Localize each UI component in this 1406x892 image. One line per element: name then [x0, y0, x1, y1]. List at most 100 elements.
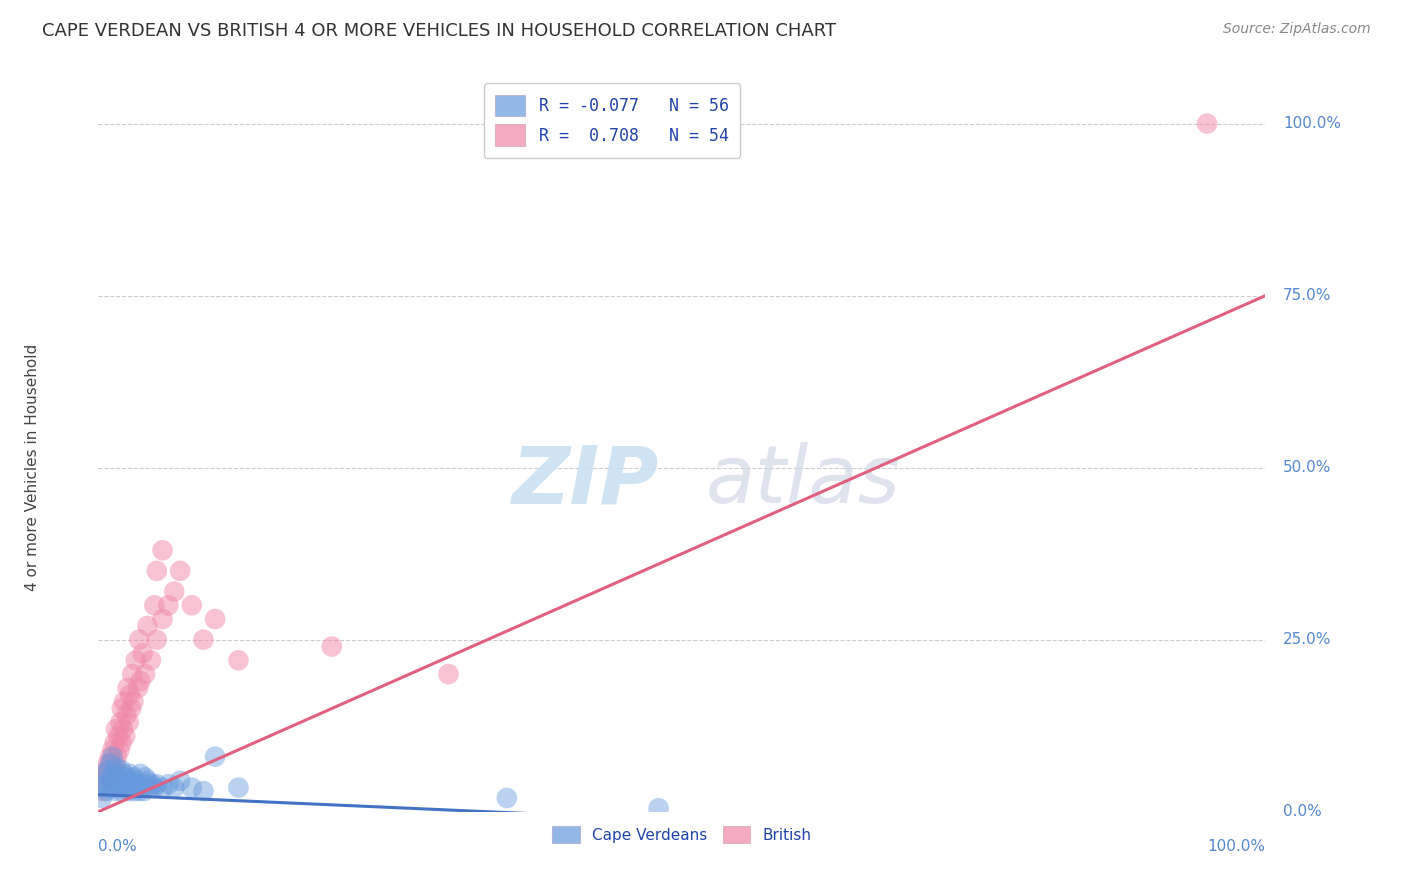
Point [131, 780, 153, 795]
Point [121, 667, 143, 681]
Point [120, 777, 142, 791]
Point [120, 701, 142, 715]
Point [129, 673, 152, 688]
Text: atlas: atlas [706, 442, 900, 520]
Point [125, 653, 148, 667]
Point [90, 791, 112, 805]
Point [105, 773, 128, 788]
Point [108, 743, 131, 757]
Point [94, 764, 117, 778]
Text: 100.0%: 100.0% [1208, 839, 1265, 855]
Text: 50.0%: 50.0% [1282, 460, 1331, 475]
Point [100, 756, 122, 771]
Point [146, 564, 169, 578]
Point [104, 736, 127, 750]
Point [114, 780, 136, 795]
Point [180, 599, 202, 613]
Point [121, 780, 143, 795]
Point [136, 619, 159, 633]
Point [115, 770, 138, 784]
Point [163, 780, 186, 795]
Point [146, 632, 169, 647]
Point [141, 777, 163, 791]
Point [97, 764, 120, 778]
Point [204, 749, 226, 764]
Point [104, 722, 127, 736]
Point [111, 784, 134, 798]
Point [93, 777, 115, 791]
Point [118, 688, 141, 702]
Point [104, 767, 127, 781]
Point [180, 780, 202, 795]
Text: CAPE VERDEAN VS BRITISH 4 OR MORE VEHICLES IN HOUSEHOLD CORRELATION CHART: CAPE VERDEAN VS BRITISH 4 OR MORE VEHICL… [42, 22, 837, 40]
Point [139, 780, 162, 795]
Point [117, 681, 139, 695]
Text: ZIP: ZIP [512, 442, 658, 520]
Point [204, 612, 226, 626]
Point [132, 777, 155, 791]
Text: 25.0%: 25.0% [1282, 632, 1331, 648]
Point [104, 760, 127, 774]
Point [118, 784, 141, 798]
Point [111, 736, 134, 750]
Legend: Cape Verdeans, British: Cape Verdeans, British [544, 818, 820, 851]
Point [647, 801, 669, 815]
Point [115, 708, 138, 723]
Point [91, 770, 114, 784]
Point [496, 791, 519, 805]
Point [122, 770, 145, 784]
Point [146, 777, 169, 791]
Point [111, 764, 134, 778]
Point [110, 715, 132, 730]
Point [112, 695, 135, 709]
Point [143, 780, 166, 795]
Point [127, 777, 149, 791]
Point [228, 780, 250, 795]
Point [134, 770, 156, 784]
Point [96, 784, 118, 798]
Text: 100.0%: 100.0% [1282, 116, 1341, 131]
Point [157, 599, 180, 613]
Point [96, 770, 118, 784]
Point [98, 749, 121, 764]
Point [1197, 117, 1219, 131]
Point [91, 780, 114, 795]
Point [125, 773, 148, 788]
Point [143, 599, 166, 613]
Point [110, 777, 132, 791]
Point [98, 770, 121, 784]
Point [193, 632, 215, 647]
Point [93, 777, 115, 791]
Point [152, 780, 174, 795]
Point [104, 756, 127, 771]
Point [134, 667, 156, 681]
Point [169, 564, 191, 578]
Point [118, 767, 141, 781]
Point [152, 612, 174, 626]
Point [128, 784, 150, 798]
Text: 0.0%: 0.0% [98, 839, 138, 855]
Point [122, 695, 145, 709]
Point [118, 715, 141, 730]
Point [127, 681, 149, 695]
Point [157, 777, 180, 791]
Point [321, 640, 343, 654]
Point [124, 784, 146, 798]
Point [97, 773, 120, 788]
Point [101, 743, 124, 757]
Point [94, 767, 117, 781]
Point [114, 729, 136, 743]
Point [132, 784, 155, 798]
Text: Source: ZipAtlas.com: Source: ZipAtlas.com [1223, 22, 1371, 37]
Point [97, 756, 120, 771]
Point [228, 653, 250, 667]
Point [103, 777, 125, 791]
Point [98, 756, 121, 771]
Point [98, 770, 121, 784]
Point [108, 770, 131, 784]
Point [125, 780, 148, 795]
Point [101, 749, 124, 764]
Text: 0.0%: 0.0% [1282, 805, 1322, 819]
Point [111, 722, 134, 736]
Point [117, 773, 139, 788]
